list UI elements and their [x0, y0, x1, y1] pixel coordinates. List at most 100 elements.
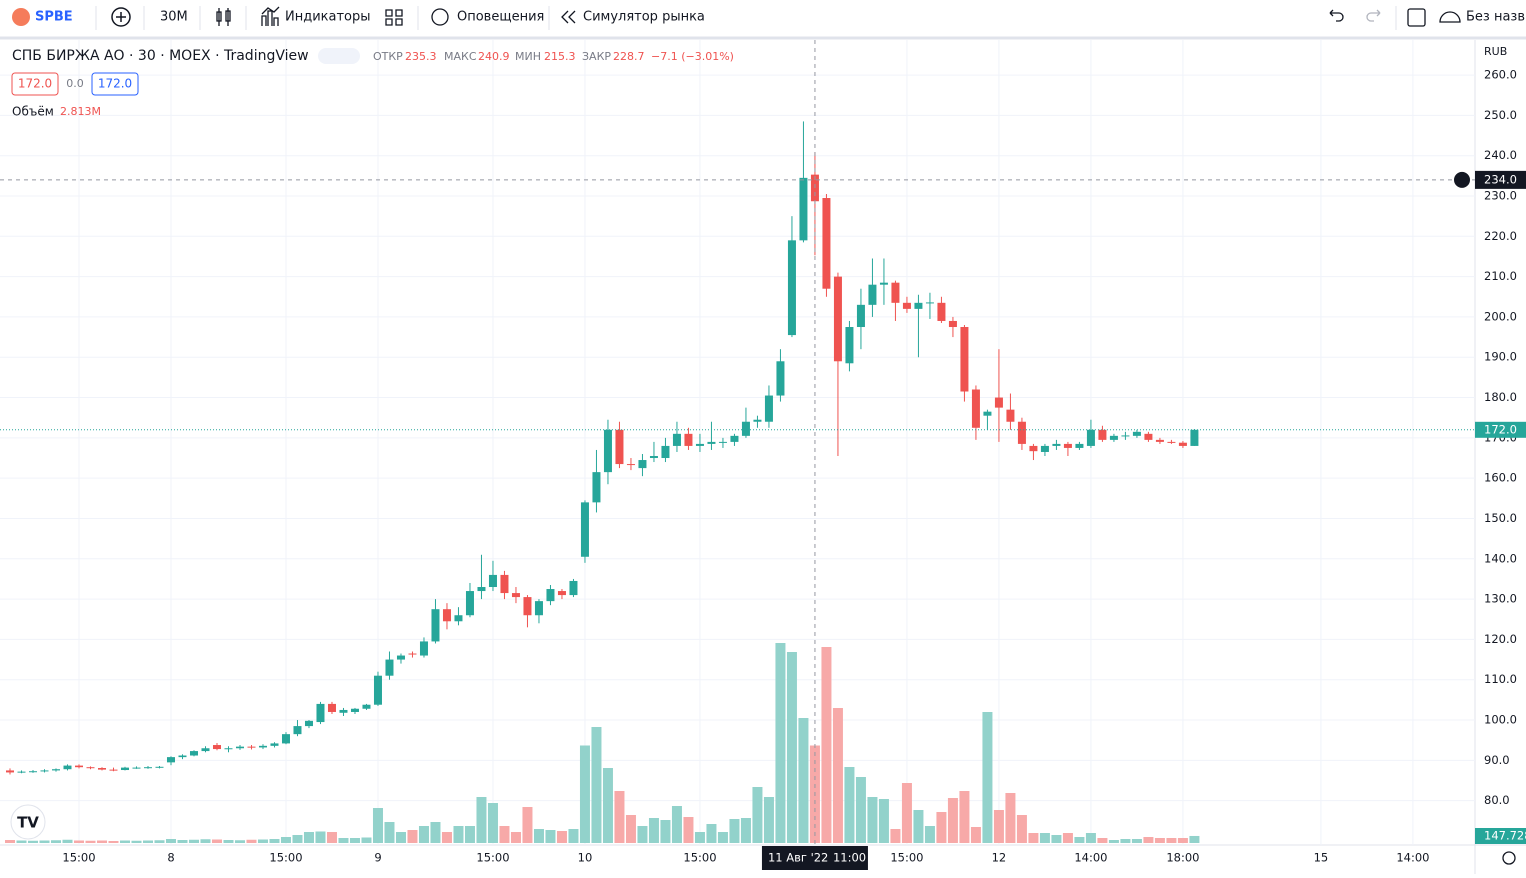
volume-bar	[959, 791, 970, 843]
layout-name[interactable]: Без назв	[1466, 10, 1525, 25]
candle-body	[63, 765, 72, 770]
settings-button[interactable]	[1502, 851, 1516, 865]
undo-button[interactable]	[1329, 9, 1344, 22]
candle-body	[799, 177, 808, 241]
close-label: ЗАКР	[582, 50, 611, 63]
candle-body	[373, 675, 382, 705]
currency-label[interactable]: RUB	[1484, 45, 1507, 58]
volume-bar	[602, 768, 613, 843]
redo-button[interactable]	[1366, 9, 1381, 22]
open-value: 235.3	[405, 50, 437, 63]
replay-button[interactable]: Симулятор рынка	[583, 10, 705, 25]
volume-bar	[625, 815, 636, 843]
templates-button[interactable]	[385, 9, 403, 26]
candle-body	[592, 472, 601, 503]
candle-body	[971, 389, 980, 428]
candle-body	[29, 771, 38, 773]
volume-bar	[660, 820, 671, 843]
candle-body	[304, 720, 313, 727]
volume-title: Объём	[12, 105, 54, 119]
volume-bar	[430, 822, 441, 843]
candle-body	[1006, 409, 1015, 422]
volume-bar	[303, 832, 314, 843]
x-tick-label: 12	[992, 851, 1007, 865]
candle-body	[143, 767, 152, 769]
volume-bar	[1097, 838, 1108, 843]
candle-body	[1052, 443, 1061, 446]
volume-bar	[154, 840, 165, 843]
close-value: 228.7	[613, 50, 645, 63]
volume-bar	[936, 812, 947, 843]
candle-body	[1098, 429, 1107, 440]
ask-value: 172.0	[98, 77, 132, 91]
bid-box[interactable]	[11, 72, 59, 96]
volume-bar	[913, 810, 924, 843]
y-tick-label: 210.0	[1484, 269, 1517, 283]
candle-body	[1155, 439, 1164, 442]
candle-body	[270, 743, 279, 746]
volume-bar	[1039, 833, 1050, 843]
fullscreen-button[interactable]	[1407, 8, 1426, 27]
volume-bar	[683, 817, 694, 843]
ask-box[interactable]	[91, 72, 139, 96]
y-tick-label: 230.0	[1484, 189, 1517, 203]
candle-body	[166, 757, 175, 763]
chart-type-button[interactable]	[216, 8, 231, 26]
candle-body	[615, 429, 624, 465]
volume-value: 2.813M	[60, 105, 101, 118]
symbol[interactable]: SPBE	[35, 10, 73, 25]
volume-bar	[579, 745, 590, 843]
candle-body	[776, 361, 785, 396]
last-price-label: 172.0	[1484, 422, 1517, 436]
alert-icon	[431, 8, 449, 26]
candle-body	[948, 320, 957, 328]
tv-logo[interactable]	[10, 804, 46, 840]
volume-bar	[131, 840, 142, 843]
y-tick-label: 200.0	[1484, 309, 1517, 323]
replay-icon	[561, 10, 576, 24]
candle-body	[753, 419, 762, 422]
y-tick-label: 140.0	[1484, 551, 1517, 565]
x-tick-label: 8	[167, 851, 174, 865]
candle-body	[1040, 445, 1049, 452]
candle-body	[626, 464, 635, 466]
volume-bar	[901, 783, 912, 843]
candle-body	[994, 397, 1003, 408]
volume-bar	[556, 831, 567, 843]
volume-bar	[786, 652, 797, 843]
candle-body	[845, 327, 854, 364]
add-symbol-button[interactable]	[111, 7, 131, 27]
crosshair-price-box	[1475, 170, 1526, 189]
plus-icon	[116, 12, 126, 22]
interval-button[interactable]: 30М	[160, 10, 188, 25]
candle-body	[339, 709, 348, 713]
candle-body	[879, 282, 888, 285]
candle-body	[201, 748, 210, 752]
volume-bar	[96, 840, 107, 843]
volume-bar	[108, 841, 119, 843]
volume-bar	[1051, 835, 1062, 843]
candle-body	[224, 748, 233, 750]
volume-bar	[223, 840, 234, 843]
volume-bar	[349, 838, 360, 843]
crosshair-price-label: 234.0	[1484, 172, 1517, 186]
volume-bar	[62, 839, 73, 843]
legend-toggle[interactable]	[318, 48, 360, 64]
volume-bar	[246, 839, 257, 843]
candle-body	[350, 708, 359, 712]
x-tick-label: 10	[578, 851, 593, 865]
candle-body	[925, 302, 934, 304]
candle-body	[74, 765, 83, 768]
y-tick-label: 160.0	[1484, 471, 1517, 485]
alerts-button[interactable]: Оповещения	[457, 10, 544, 25]
candle-body	[155, 766, 164, 768]
indicators-button[interactable]: Индикаторы	[285, 10, 371, 25]
candle-body	[1167, 441, 1176, 443]
candle-body	[385, 659, 394, 676]
volume-bar	[326, 832, 337, 843]
candle-body	[6, 770, 15, 773]
volume-bar	[821, 647, 832, 843]
candle-body	[764, 395, 773, 422]
candle-body	[937, 302, 946, 321]
volume-bar	[855, 777, 866, 843]
